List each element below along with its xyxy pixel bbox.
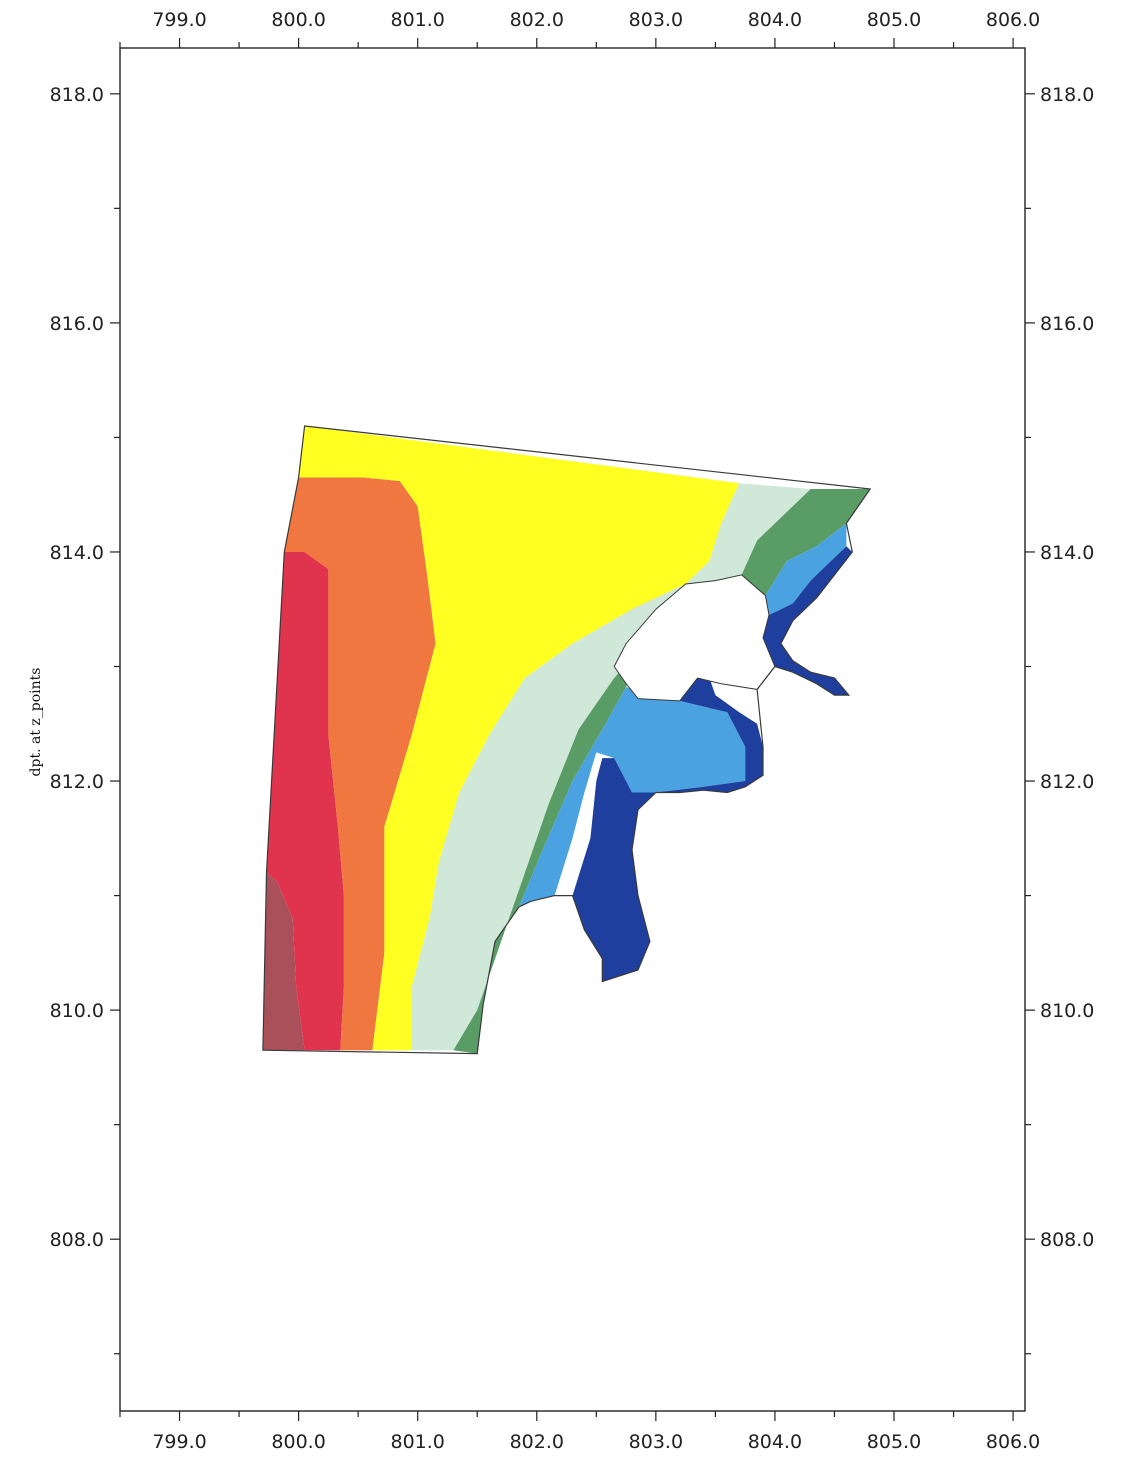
y-tick-label-left: 810.0 [50, 1000, 104, 1022]
contour-region-level-7 [765, 523, 847, 615]
x-tick-label-top: 803.0 [629, 9, 683, 31]
contour-region-level-8 [572, 678, 763, 982]
y-tick-label-left: 812.0 [50, 771, 104, 793]
y-tick-label-left: 814.0 [50, 542, 104, 564]
x-tick-label-bottom: 805.0 [867, 1431, 921, 1453]
x-tick-label-bottom: 803.0 [629, 1431, 683, 1453]
contour-regions [262, 426, 871, 1054]
contour-region-level-5 [411, 483, 811, 1051]
x-tick-label-bottom: 800.0 [271, 1431, 325, 1453]
x-tick-label-top: 801.0 [390, 9, 444, 31]
y-tick-label-right: 816.0 [1040, 313, 1094, 335]
domain-outline [262, 425, 872, 1055]
x-tick-label-top: 802.0 [510, 9, 564, 31]
y-ticks-right: 808.0 810.0 812.0 814.0 816.0 818.0 [1025, 84, 1094, 1355]
plot-frame [119, 47, 1026, 1412]
y-axis-label: dpt. at z_points [28, 668, 44, 777]
y-tick-label-left: 816.0 [50, 313, 104, 335]
land-hole [613, 574, 776, 702]
y-tick-label-right: 812.0 [1040, 771, 1094, 793]
y-tick-label-left: 818.0 [50, 84, 104, 106]
contour-region-level-1 [262, 872, 305, 1051]
y-tick-label-right: 810.0 [1040, 1000, 1094, 1022]
y-tick-label-right: 814.0 [1040, 542, 1094, 564]
x-tick-label-bottom: 806.0 [986, 1431, 1040, 1453]
x-tick-label-bottom: 801.0 [390, 1431, 444, 1453]
x-tick-label-top: 805.0 [867, 9, 921, 31]
contour-region-level-3 [284, 477, 436, 1051]
x-ticks-top: 799.0 800.0 801.0 802.0 803.0 804.0 805.0 806.0 [119, 9, 1040, 48]
x-tick-label-top: 804.0 [748, 9, 802, 31]
y-tick-label-right: 818.0 [1040, 84, 1094, 106]
contour-region-level-4 [298, 426, 740, 1051]
y-ticks-left: 808.0 810.0 812.0 814.0 816.0 818.0 [50, 84, 120, 1355]
contour-region-level-2 [266, 552, 344, 1051]
x-tick-label-top: 800.0 [271, 9, 325, 31]
domain-boundary-line [262, 425, 872, 1055]
contour-region-level-8 [763, 546, 853, 696]
y-tick-label-left: 808.0 [50, 1229, 104, 1251]
x-tick-label-bottom: 799.0 [152, 1431, 206, 1453]
x-tick-label-top: 806.0 [986, 9, 1040, 31]
y-tick-label-right: 808.0 [1040, 1229, 1094, 1251]
x-ticks-bottom: 799.0 800.0 801.0 802.0 803.0 804.0 805.0 806.0 [119, 1411, 1040, 1453]
x-tick-label-top: 799.0 [152, 9, 206, 31]
land-holes [613, 574, 776, 702]
contour-region-level-7 [518, 687, 746, 907]
x-tick-label-bottom: 802.0 [510, 1431, 564, 1453]
x-tick-label-bottom: 804.0 [748, 1431, 802, 1453]
